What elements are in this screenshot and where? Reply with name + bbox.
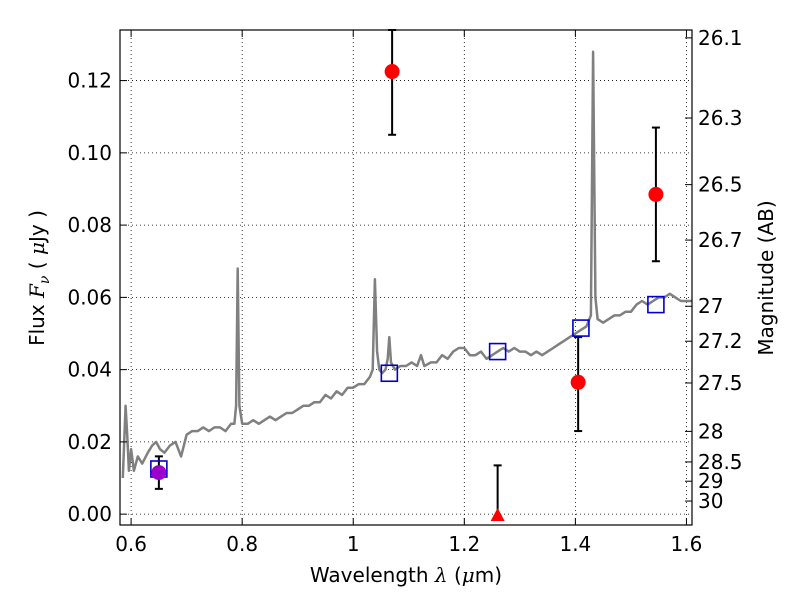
grid-lines xyxy=(120,30,692,525)
x-tick-label: 1.6 xyxy=(671,532,703,556)
x-tick-label: 0.8 xyxy=(226,532,258,556)
optical-detection-point xyxy=(151,465,167,481)
y-tick-label: 0.06 xyxy=(67,285,112,309)
observed-point xyxy=(648,186,664,202)
observed-point xyxy=(384,64,400,80)
model-photometry-square xyxy=(488,342,507,361)
y-tick-label: 0.00 xyxy=(67,502,112,526)
plot-frame xyxy=(119,29,693,526)
x-tick-label: 0.6 xyxy=(115,532,147,556)
x-axis-label: Wavelength λ (μm) xyxy=(310,563,502,587)
plot-area xyxy=(121,29,692,521)
x-tick-label: 1 xyxy=(347,532,360,556)
y-tick-label: 0.08 xyxy=(67,213,112,237)
y2-tick-label: 26.5 xyxy=(698,173,743,197)
upper-limit-triangle xyxy=(490,507,505,521)
y-tick-label: 0.04 xyxy=(67,358,112,382)
x-tick-labels: 0.6 0.8 1 1.2 1.4 1.6 xyxy=(115,532,702,556)
y2-axis-label: Magnitude (AB) xyxy=(754,200,778,355)
y-tick-labels: 0.00 0.02 0.04 0.06 0.08 0.10 0.12 xyxy=(67,69,112,527)
y2-tick-label: 27.2 xyxy=(698,329,743,353)
y-tick-label: 0.10 xyxy=(67,141,112,165)
y-tick-label: 0.12 xyxy=(67,69,112,93)
plot-background xyxy=(120,30,692,525)
observed-point xyxy=(570,374,586,390)
y2-tick-label: 28 xyxy=(698,419,723,443)
axis-ticks xyxy=(120,30,692,525)
y2-tick-label: 27 xyxy=(698,294,723,318)
model-photometry-square xyxy=(647,295,665,314)
y2-tick-label: 28.5 xyxy=(698,450,743,474)
y2-tick-label: 30 xyxy=(698,489,723,513)
model-spectrum-line xyxy=(121,50,692,479)
y2-tick-label: 29 xyxy=(698,469,723,493)
x-tick-label: 1.4 xyxy=(559,532,591,556)
y2-tick-label: 26.7 xyxy=(698,228,743,252)
model-photometry-square xyxy=(572,319,590,337)
model-photometry-square xyxy=(380,364,399,383)
x-tick-label: 1.2 xyxy=(448,532,480,556)
observed-points xyxy=(151,64,664,521)
y-axis-label: Flux Fν ( μJy ) xyxy=(25,210,53,346)
y2-tick-label: 26.3 xyxy=(698,106,743,130)
y-tick-label: 0.02 xyxy=(67,430,112,454)
y2-tick-label: 27.5 xyxy=(698,371,743,395)
y2-tick-label: 26.1 xyxy=(698,26,743,50)
